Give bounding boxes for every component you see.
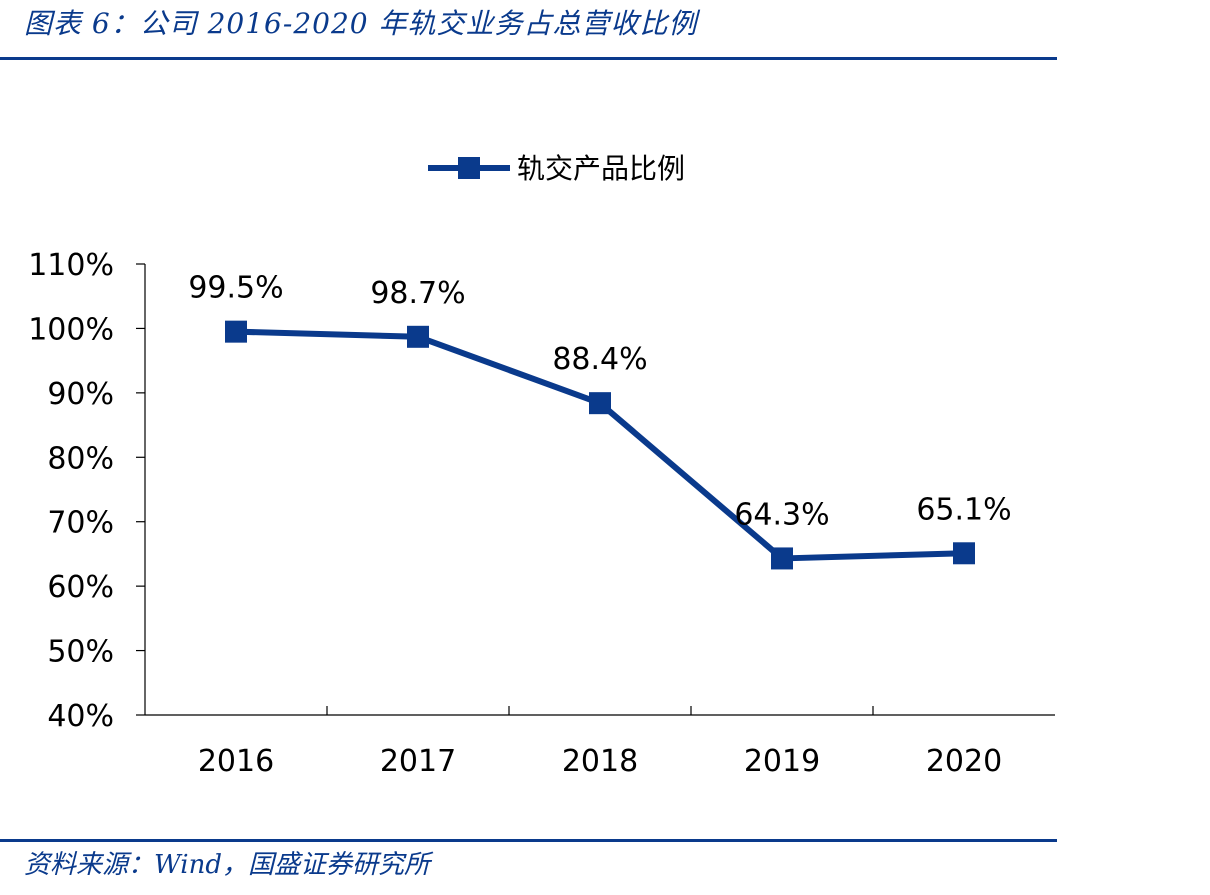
y-tick-label: 100% <box>28 312 114 347</box>
y-tick-label: 40% <box>47 699 114 734</box>
data-point-marker <box>589 392 611 415</box>
x-axis-ticks: 2016 2017 2018 2019 2020 <box>198 706 1002 779</box>
data-label: 98.7% <box>370 276 465 311</box>
y-axis-ticks: 40% 50% 60% 70% 80% 90% 100% 110% <box>28 248 145 734</box>
legend-label: 轨交产品比例 <box>517 152 685 185</box>
data-labels: 99.5% 98.7% 88.4% 64.3% 65.1% <box>188 271 1011 533</box>
figure-title: 图表 6：公司 2016-2020 年轨交业务占总营收比例 <box>24 7 698 40</box>
x-tick-label: 2018 <box>562 744 638 779</box>
data-point-marker <box>225 320 247 343</box>
data-label: 64.3% <box>734 497 829 532</box>
x-tick-label: 2020 <box>926 744 1002 779</box>
footer-divider <box>0 839 1057 842</box>
data-label: 99.5% <box>188 271 283 306</box>
data-label: 88.4% <box>552 342 647 377</box>
legend: 轨交产品比例 <box>428 152 685 185</box>
title-divider <box>0 57 1057 60</box>
data-point-marker <box>771 547 793 570</box>
y-tick-label: 70% <box>47 506 114 541</box>
series-layer <box>225 320 975 570</box>
y-tick-label: 50% <box>47 635 114 670</box>
data-point-marker <box>407 325 429 348</box>
x-tick-label: 2017 <box>380 744 456 779</box>
y-tick-label: 90% <box>47 377 114 412</box>
data-label: 65.1% <box>916 492 1011 527</box>
x-tick-label: 2019 <box>744 744 820 779</box>
y-tick-label: 80% <box>47 441 114 476</box>
y-tick-label: 110% <box>28 248 114 283</box>
x-tick-label: 2016 <box>198 744 274 779</box>
source-note: 资料来源：Wind，国盛证券研究所 <box>24 850 430 880</box>
legend-marker <box>458 157 480 179</box>
chart-axes <box>144 264 1055 716</box>
data-point-marker <box>953 542 975 565</box>
y-tick-label: 60% <box>47 570 114 605</box>
